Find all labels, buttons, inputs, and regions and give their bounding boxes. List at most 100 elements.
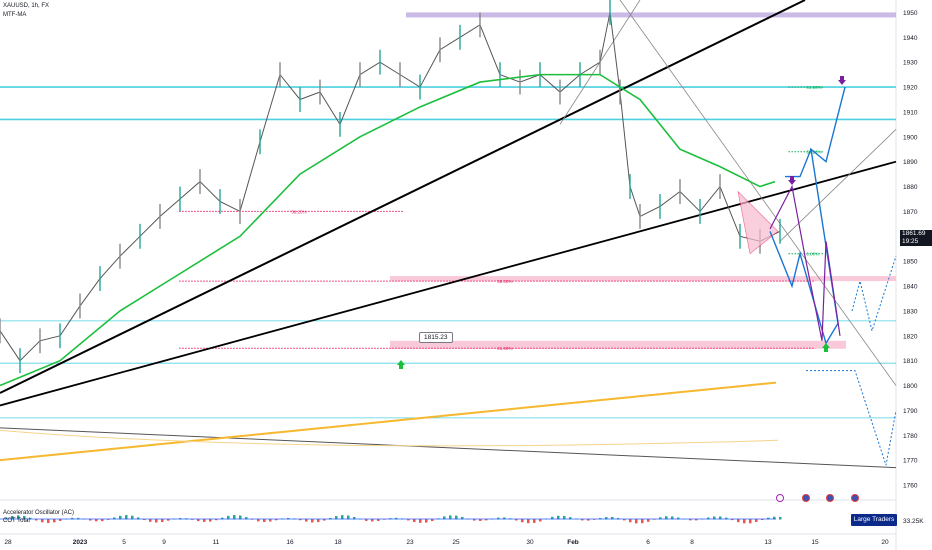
oscillator-bar-85 [515, 519, 518, 521]
y-tick-label-14: 1900 [903, 134, 918, 141]
oscillator-axis-value: 33.25K [903, 518, 924, 525]
fib-label-0: 38.20% [291, 209, 306, 214]
oscillator-bar-92 [557, 515, 560, 520]
oscillator-bar-87 [527, 519, 530, 524]
fib-label-2: 61.80% [497, 346, 512, 351]
oscillator-bar-26 [161, 519, 164, 523]
oscillator-bar-82 [497, 517, 500, 520]
oscillator-bar-27 [167, 519, 170, 521]
oscillator-bar-96 [581, 519, 584, 521]
oscillator-bar-39 [239, 515, 242, 520]
oscillator-bar-16 [101, 519, 104, 522]
oscillator-bar-24 [149, 519, 152, 522]
oscillator-bar-50 [305, 519, 308, 522]
y-tick-label-7: 1830 [903, 308, 918, 315]
x-tick-label-10: Feb [567, 539, 579, 546]
oscillator-bar-111 [671, 516, 674, 520]
x-tick-label-7: 23 [406, 539, 414, 546]
oscillator-bar-88 [533, 519, 536, 523]
x-tick-label-6: 18 [334, 539, 342, 546]
oscillator-bar-52 [317, 519, 320, 523]
oscillator-bar-118 [713, 516, 716, 520]
oscillator-bar-22 [137, 517, 140, 520]
current-price-tag: 1861.69 19:25 [900, 230, 932, 246]
oscillator-bar-25 [155, 519, 158, 523]
x-tick-label-15: 20 [881, 539, 889, 546]
oscillator-bar-40 [245, 517, 248, 520]
oscillator-title: Accelerator Oscillator (AC) [3, 510, 75, 516]
oscillator-bar-125 [755, 519, 758, 522]
oscillator-bar-67 [407, 519, 410, 521]
y-tick-label-9: 1850 [903, 259, 918, 266]
oscillator-bar-101 [611, 517, 614, 520]
channel-line-a [619, 0, 897, 386]
oscillator-bar-109 [659, 517, 662, 520]
oscillator-bar-86 [521, 519, 524, 523]
oscillator-bar-112 [677, 517, 680, 520]
oscillator-bar-107 [647, 519, 650, 522]
oscillator-bar-15 [95, 519, 98, 522]
oscillator-bar-106 [641, 519, 644, 524]
y-tick-label-16: 1920 [903, 85, 918, 92]
x-tick-label-2: 5 [122, 539, 126, 546]
x-tick-label-4: 11 [213, 539, 220, 546]
cot-total-label: COT Total [3, 518, 30, 524]
oscillator-bar-42 [257, 519, 260, 522]
projection-dotted-down [806, 370, 897, 466]
oscillator-bar-110 [665, 516, 668, 520]
oscillator-bar-37 [227, 515, 230, 520]
oscillator-bar-58 [353, 516, 356, 520]
oscillator-bar-94 [569, 517, 572, 520]
oscillator-bar-71 [431, 519, 434, 522]
large-traders-badge[interactable]: Large Traders [851, 514, 897, 526]
y-tick-label-11: 1870 [903, 209, 918, 216]
symbol-title: XAUUSD, 1h, FX [3, 3, 50, 9]
oscillator-bar-98 [593, 519, 596, 520]
purple-arrow-mid [788, 176, 796, 185]
x-tick-label-8: 25 [452, 539, 460, 546]
oscillator-bar-34 [209, 519, 212, 522]
oscillator-bar-1 [11, 515, 14, 520]
oscillator-bar-115 [695, 519, 698, 521]
oscillator-bar-114 [689, 519, 692, 521]
oscillator-bar-93 [563, 515, 566, 520]
oscillator-bar-51 [311, 519, 314, 523]
oscillator-bar-74 [449, 515, 452, 520]
oscillator-bar-79 [479, 519, 482, 521]
oscillator-bar-35 [215, 519, 218, 521]
projection-purple [769, 184, 841, 341]
fib-label-1: 50.00% [497, 279, 512, 284]
current-price: 1861.69 [902, 230, 926, 237]
event-icon-2 [826, 494, 834, 502]
oscillator-bar-120 [725, 517, 728, 520]
oscillator-bar-7 [47, 519, 50, 523]
trendline-flat [0, 427, 897, 469]
purple-arrow-top [838, 76, 846, 85]
green-arrow-target [822, 343, 830, 352]
x-tick-label-13: 13 [764, 539, 772, 546]
fib-zone-50 [390, 276, 896, 282]
y-tick-label-17: 1930 [903, 60, 918, 67]
y-tick-label-6: 1820 [903, 333, 918, 340]
oscillator-bar-61 [371, 519, 374, 522]
oscillator-bar-18 [113, 517, 116, 520]
oscillator-bar-9 [59, 519, 62, 521]
y-tick-label-1: 1770 [903, 458, 918, 465]
y-tick-label-3: 1790 [903, 408, 918, 415]
y-tick-label-18: 1940 [903, 35, 918, 42]
projection-blue [769, 86, 846, 345]
event-icon-3 [851, 494, 859, 502]
y-tick-label-0: 1760 [903, 483, 918, 490]
oscillator-bar-14 [89, 519, 92, 521]
y-tick-label-2: 1780 [903, 433, 918, 440]
price-callout: 1815.23 [419, 332, 453, 343]
y-tick-label-12: 1880 [903, 184, 918, 191]
oscillator-bar-0 [5, 517, 8, 520]
oscillator-bar-129 [779, 516, 782, 520]
oscillator-bar-104 [629, 519, 632, 523]
oscillator-bar-126 [761, 519, 764, 521]
oscillator-bar-122 [737, 519, 740, 523]
y-tick-label-15: 1910 [903, 109, 918, 116]
